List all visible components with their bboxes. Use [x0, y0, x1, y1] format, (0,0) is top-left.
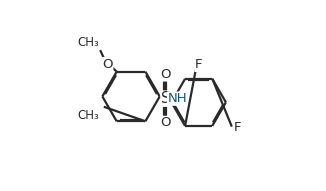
- Text: F: F: [234, 121, 241, 134]
- Text: CH₃: CH₃: [77, 36, 99, 49]
- Text: O: O: [102, 58, 113, 71]
- Text: CH₃: CH₃: [77, 109, 99, 122]
- Text: F: F: [195, 58, 202, 71]
- Text: NH: NH: [168, 92, 187, 105]
- Text: O: O: [160, 117, 171, 129]
- Text: O: O: [160, 68, 171, 81]
- Text: S: S: [161, 91, 170, 106]
